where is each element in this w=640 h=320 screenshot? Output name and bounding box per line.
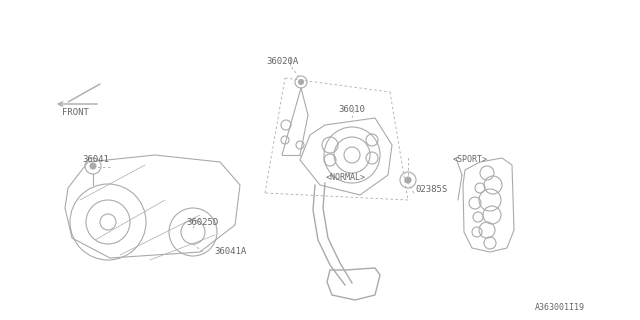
Circle shape	[405, 177, 411, 183]
Text: 36025D: 36025D	[186, 218, 218, 227]
Circle shape	[90, 163, 96, 169]
Text: A363001I19: A363001I19	[535, 303, 585, 312]
Text: 36041: 36041	[82, 155, 109, 164]
Text: 36020A: 36020A	[266, 57, 298, 66]
Text: <NORMAL>: <NORMAL>	[326, 173, 366, 182]
Text: 36041A: 36041A	[214, 247, 246, 256]
Text: 02385S: 02385S	[415, 185, 447, 194]
Text: <SPORT>: <SPORT>	[453, 155, 488, 164]
Text: FRONT: FRONT	[62, 108, 89, 117]
Text: 36010: 36010	[338, 105, 365, 114]
Circle shape	[298, 79, 303, 84]
